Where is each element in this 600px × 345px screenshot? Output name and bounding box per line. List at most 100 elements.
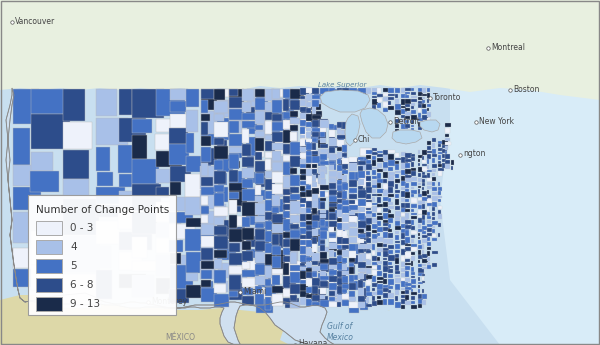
- Bar: [285, 298, 299, 308]
- Bar: [338, 180, 347, 186]
- Bar: [312, 266, 321, 271]
- Bar: [371, 156, 376, 160]
- Bar: [320, 202, 325, 209]
- Bar: [301, 192, 307, 197]
- Bar: [329, 276, 338, 283]
- Bar: [395, 226, 401, 230]
- Bar: [311, 118, 320, 125]
- Bar: [433, 169, 436, 172]
- Bar: [437, 187, 442, 190]
- Bar: [290, 302, 300, 308]
- Bar: [217, 155, 233, 172]
- Bar: [401, 181, 406, 186]
- Bar: [200, 215, 208, 224]
- Bar: [186, 218, 205, 227]
- Bar: [290, 132, 297, 141]
- Bar: [349, 188, 355, 199]
- Bar: [301, 164, 308, 168]
- Bar: [371, 96, 377, 98]
- Bar: [265, 191, 275, 199]
- Bar: [388, 299, 394, 305]
- Bar: [301, 220, 310, 227]
- Bar: [214, 138, 224, 145]
- Bar: [377, 227, 383, 232]
- Bar: [272, 195, 280, 206]
- Bar: [360, 248, 370, 252]
- Bar: [312, 272, 317, 277]
- Bar: [411, 182, 417, 186]
- Bar: [388, 203, 393, 205]
- Bar: [214, 270, 226, 283]
- Bar: [229, 121, 239, 133]
- Bar: [272, 122, 284, 130]
- Bar: [301, 139, 305, 146]
- Bar: [320, 295, 325, 299]
- Bar: [349, 281, 358, 290]
- Bar: [301, 265, 312, 275]
- Bar: [312, 151, 317, 155]
- Bar: [388, 150, 395, 154]
- Bar: [201, 244, 227, 260]
- Bar: [349, 216, 358, 222]
- Bar: [156, 119, 178, 132]
- Bar: [96, 270, 112, 299]
- Bar: [255, 196, 263, 202]
- Bar: [360, 241, 367, 247]
- Bar: [366, 194, 371, 199]
- Bar: [383, 88, 391, 92]
- Bar: [301, 188, 310, 197]
- Bar: [306, 257, 313, 261]
- Bar: [401, 203, 407, 208]
- Bar: [329, 302, 337, 307]
- Bar: [247, 172, 266, 183]
- Bar: [306, 273, 313, 278]
- Bar: [377, 216, 383, 220]
- Bar: [445, 146, 448, 150]
- Bar: [301, 276, 310, 284]
- Bar: [366, 250, 371, 253]
- Bar: [312, 195, 318, 200]
- Bar: [360, 233, 369, 240]
- Bar: [383, 208, 390, 212]
- Bar: [337, 278, 343, 285]
- Bar: [388, 266, 393, 268]
- Bar: [445, 128, 450, 133]
- Bar: [349, 188, 356, 193]
- Bar: [401, 187, 407, 190]
- Bar: [360, 209, 367, 215]
- Bar: [301, 235, 307, 239]
- Bar: [377, 169, 383, 172]
- Bar: [442, 159, 446, 162]
- Bar: [395, 184, 398, 189]
- Bar: [411, 96, 417, 98]
- Bar: [411, 194, 413, 197]
- Bar: [395, 129, 398, 131]
- Bar: [349, 213, 359, 217]
- Bar: [411, 267, 414, 272]
- Bar: [311, 144, 316, 154]
- Bar: [422, 259, 428, 263]
- Bar: [388, 198, 391, 201]
- Bar: [319, 128, 326, 139]
- Bar: [349, 252, 356, 258]
- Bar: [255, 152, 262, 160]
- Bar: [337, 92, 344, 97]
- Bar: [312, 253, 320, 261]
- Bar: [383, 108, 388, 111]
- Bar: [170, 166, 191, 181]
- Bar: [433, 226, 436, 228]
- Bar: [283, 112, 296, 119]
- Bar: [186, 110, 198, 132]
- Bar: [31, 171, 59, 193]
- Bar: [338, 122, 349, 129]
- Bar: [131, 135, 148, 159]
- Bar: [306, 208, 311, 214]
- Bar: [200, 121, 208, 135]
- Bar: [427, 195, 431, 198]
- Bar: [311, 155, 319, 161]
- Bar: [358, 199, 365, 206]
- Bar: [411, 216, 417, 219]
- Bar: [388, 97, 394, 100]
- Bar: [306, 279, 315, 286]
- Bar: [132, 275, 154, 297]
